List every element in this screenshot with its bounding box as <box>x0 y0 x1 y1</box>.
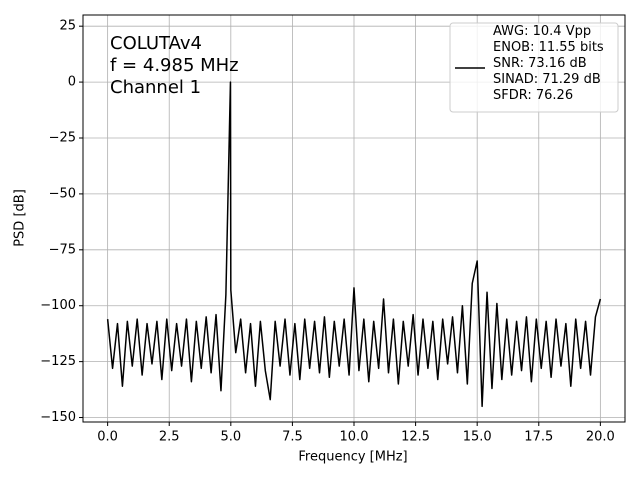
y-tick-label: −125 <box>40 354 76 369</box>
x-tick-label: 0.0 <box>97 430 118 445</box>
y-tick-label: −75 <box>49 242 76 257</box>
y-tick-label: −50 <box>49 186 76 201</box>
x-tick-label: 7.5 <box>282 430 303 445</box>
y-tick-label: −25 <box>49 130 76 145</box>
x-tick-label: 15.0 <box>463 430 492 445</box>
annotation: Channel 1 <box>110 77 201 98</box>
series-line <box>106 81 602 408</box>
y-tick-label: −150 <box>40 410 76 425</box>
annotation: COLUTAv4 <box>110 33 202 54</box>
annotation: f = 4.985 MHz <box>110 55 239 76</box>
plot-frame <box>82 14 626 423</box>
legend-entry: AWG: 10.4 Vpp ENOB: 11.55 bits SNR: 73.1… <box>493 24 604 103</box>
x-tick-label: 20.0 <box>586 430 615 445</box>
y-axis-label: PSD [dB] <box>13 189 28 247</box>
legend-box <box>449 22 619 113</box>
x-tick-label: 2.5 <box>159 430 180 445</box>
x-tick-label: 12.5 <box>401 430 430 445</box>
y-tick-label: 0 <box>68 75 76 90</box>
x-tick-label: 17.5 <box>524 430 553 445</box>
y-tick-label: −100 <box>40 298 76 313</box>
legend-label: AWG: 10.4 Vpp ENOB: 11.55 bits SNR: 73.1… <box>493 24 604 103</box>
x-tick-label: 10.0 <box>340 430 369 445</box>
y-tick-label: 25 <box>59 19 76 34</box>
x-axis-label: Frequency [MHz] <box>298 450 407 465</box>
x-tick-label: 5.0 <box>220 430 241 445</box>
